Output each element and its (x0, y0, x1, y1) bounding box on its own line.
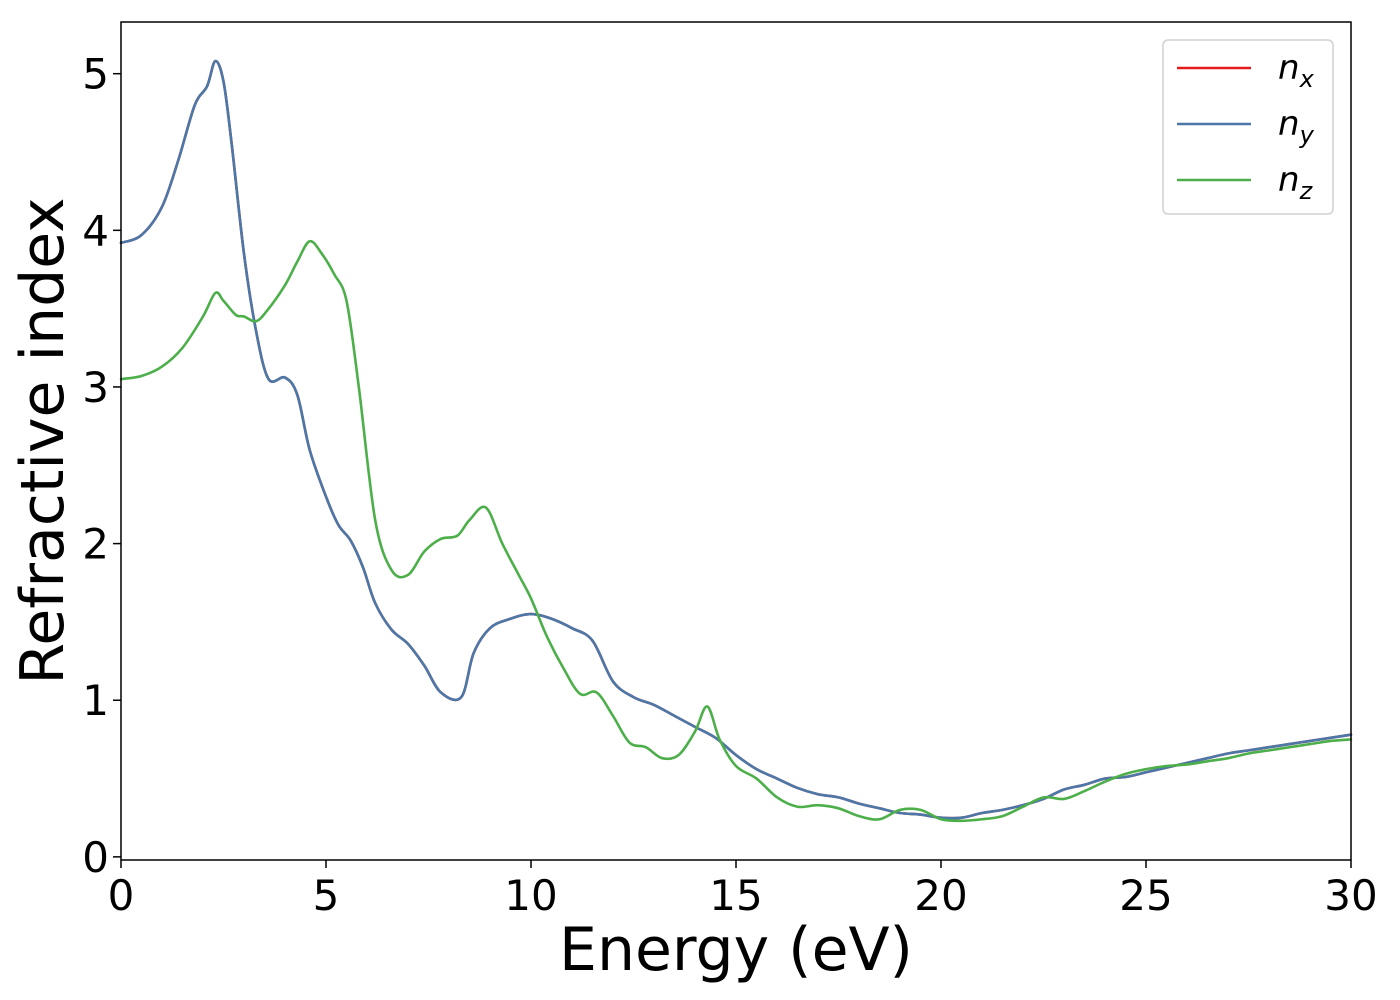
y-tick-label: 3 (82, 363, 109, 412)
x-axis-label: Energy (eV) (559, 915, 913, 985)
plot-lines (119, 59, 1353, 823)
x-tick-label: 10 (504, 871, 557, 920)
y-ticks: 0 1 2 3 4 5 (82, 50, 121, 882)
x-tick-label: 30 (1324, 871, 1377, 920)
legend-label-n-z: nz (1278, 160, 1314, 205)
y-tick-label: 0 (82, 833, 109, 882)
y-tick-label: 4 (82, 206, 109, 255)
legend-label-n-x: nx (1278, 48, 1315, 93)
y-tick-label: 5 (82, 50, 109, 99)
legend-box (1162, 39, 1334, 215)
series-line-n-z (119, 239, 1353, 823)
x-tick-label: 20 (914, 871, 967, 920)
y-tick-label: 1 (82, 676, 109, 725)
legend-entries: nx ny nz (1177, 48, 1315, 205)
legend: nx ny nz (1162, 39, 1334, 215)
x-tick-label: 25 (1119, 871, 1172, 920)
x-ticks: 0 5 10 15 20 25 30 (108, 860, 1378, 920)
x-tick-label: 5 (313, 871, 340, 920)
x-tick-label: 15 (709, 871, 762, 920)
y-axis-label: Refractive index (8, 197, 78, 684)
legend-label-n-y: ny (1278, 104, 1315, 149)
x-tick-label: 0 (108, 871, 135, 920)
y-tick-label: 2 (82, 520, 109, 569)
